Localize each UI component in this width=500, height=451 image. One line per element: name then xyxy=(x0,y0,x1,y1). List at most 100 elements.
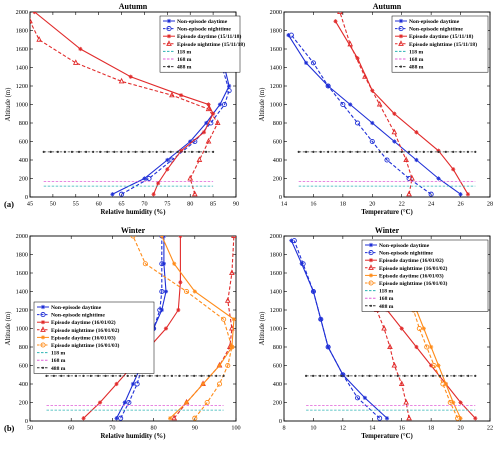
data-point xyxy=(229,344,234,350)
y-tick-label: 600 xyxy=(273,363,282,370)
legend-label: 118 m xyxy=(379,289,393,295)
data-point xyxy=(226,88,232,94)
data-point xyxy=(126,399,132,406)
y-tick-label: 1400 xyxy=(16,289,28,296)
data-point xyxy=(176,150,179,153)
legend-label: 168 m xyxy=(409,57,424,63)
y-tick-label: 1800 xyxy=(270,28,282,35)
data-point xyxy=(184,288,190,295)
y-tick-label: 0 xyxy=(25,194,28,201)
data-point xyxy=(340,101,346,108)
data-point xyxy=(204,120,209,126)
legend-label: Episode daytime (15/11/18) xyxy=(177,33,241,40)
data-point xyxy=(74,374,78,377)
x-tick-label: 45 xyxy=(27,201,33,208)
legend-marker xyxy=(40,326,46,332)
data-point xyxy=(176,307,181,313)
data-point xyxy=(183,150,186,153)
data-point xyxy=(63,150,67,153)
legend-label: Episode daytime (16/01/02) xyxy=(379,257,444,264)
legend-marker xyxy=(369,304,373,307)
x-tick-label: 16 xyxy=(310,201,316,208)
legend-box xyxy=(391,15,489,73)
data-point xyxy=(197,150,201,153)
data-point xyxy=(451,167,456,172)
x-tick-label: 90 xyxy=(233,201,239,208)
data-point xyxy=(204,150,208,153)
x-tick-label: 50 xyxy=(50,201,56,208)
x-tick-label: 18 xyxy=(428,425,434,432)
data-point xyxy=(225,362,231,369)
y-tick-label: 1600 xyxy=(270,46,282,53)
data-point xyxy=(151,192,156,197)
data-point xyxy=(452,150,455,153)
legend-label: 488 m xyxy=(177,65,192,71)
data-point xyxy=(142,261,148,267)
y-tick-label: 400 xyxy=(273,157,282,164)
data-point xyxy=(437,150,440,153)
legend-label: Non-episode nighttime xyxy=(177,27,231,33)
data-point xyxy=(474,374,477,377)
data-point xyxy=(333,374,336,377)
panel-label-a: (a) xyxy=(4,199,14,209)
data-point xyxy=(82,374,85,377)
data-point xyxy=(126,374,129,377)
x-tick-label: 60 xyxy=(96,201,102,208)
data-point xyxy=(392,111,397,116)
y-tick-label: 0 xyxy=(25,418,28,425)
data-point xyxy=(141,374,144,377)
x-tick-label: 60 xyxy=(68,425,74,432)
data-point xyxy=(304,374,308,377)
data-point xyxy=(429,363,434,368)
data-point xyxy=(436,148,441,153)
y-tick-label: 800 xyxy=(273,344,282,351)
legend-label: Non-episode nighttime xyxy=(51,313,105,319)
x-tick-label: 20 xyxy=(369,201,375,208)
data-point xyxy=(32,12,37,15)
data-point xyxy=(204,399,210,406)
data-point xyxy=(156,374,159,377)
data-point xyxy=(410,374,413,377)
x-tick-label: 26 xyxy=(457,201,463,208)
legend-label: Episode nighttime (16/01/02) xyxy=(379,265,448,272)
data-point xyxy=(444,150,447,153)
data-point xyxy=(382,374,385,377)
data-point xyxy=(187,174,194,181)
data-point xyxy=(392,139,397,144)
legend-label: Episode daytime (16/01/02) xyxy=(51,319,116,326)
data-point xyxy=(165,157,170,163)
x-tick-label: 50 xyxy=(27,425,33,432)
data-point xyxy=(224,297,231,303)
data-point xyxy=(458,400,463,405)
x-axis-label: Relative humidity (%) xyxy=(101,433,166,440)
y-tick-label: 200 xyxy=(273,176,282,183)
legend-marker xyxy=(40,312,46,318)
y-axis-label: Altitude (m) xyxy=(5,88,12,122)
data-point xyxy=(207,374,210,377)
data-point xyxy=(334,150,337,153)
data-point xyxy=(127,150,130,153)
data-point xyxy=(403,374,406,377)
x-tick-label: 20 xyxy=(457,425,463,432)
data-point xyxy=(60,374,63,377)
data-point xyxy=(169,91,175,98)
data-point xyxy=(192,415,198,421)
data-point xyxy=(178,374,181,377)
y-tick-label: 800 xyxy=(19,120,28,127)
x-tick-label: 22 xyxy=(399,201,405,208)
x-tick-label: 10 xyxy=(310,425,316,432)
legend-label: Non-episode nighttime xyxy=(409,27,463,33)
y-tick-label: 1600 xyxy=(16,46,28,53)
legend-label: Episode nighttime (15/11/18) xyxy=(409,41,477,48)
data-point xyxy=(318,316,324,322)
data-point xyxy=(110,192,115,197)
legend-marker xyxy=(368,264,374,270)
data-point xyxy=(215,374,218,377)
y-tick-label: 0 xyxy=(279,418,282,425)
legend-label: Episode nighttime (15/11/18) xyxy=(177,41,245,48)
data-point xyxy=(159,236,164,239)
chart-title: Winter xyxy=(121,226,146,235)
legend-label: 488 m xyxy=(379,304,394,310)
data-point xyxy=(406,190,412,197)
